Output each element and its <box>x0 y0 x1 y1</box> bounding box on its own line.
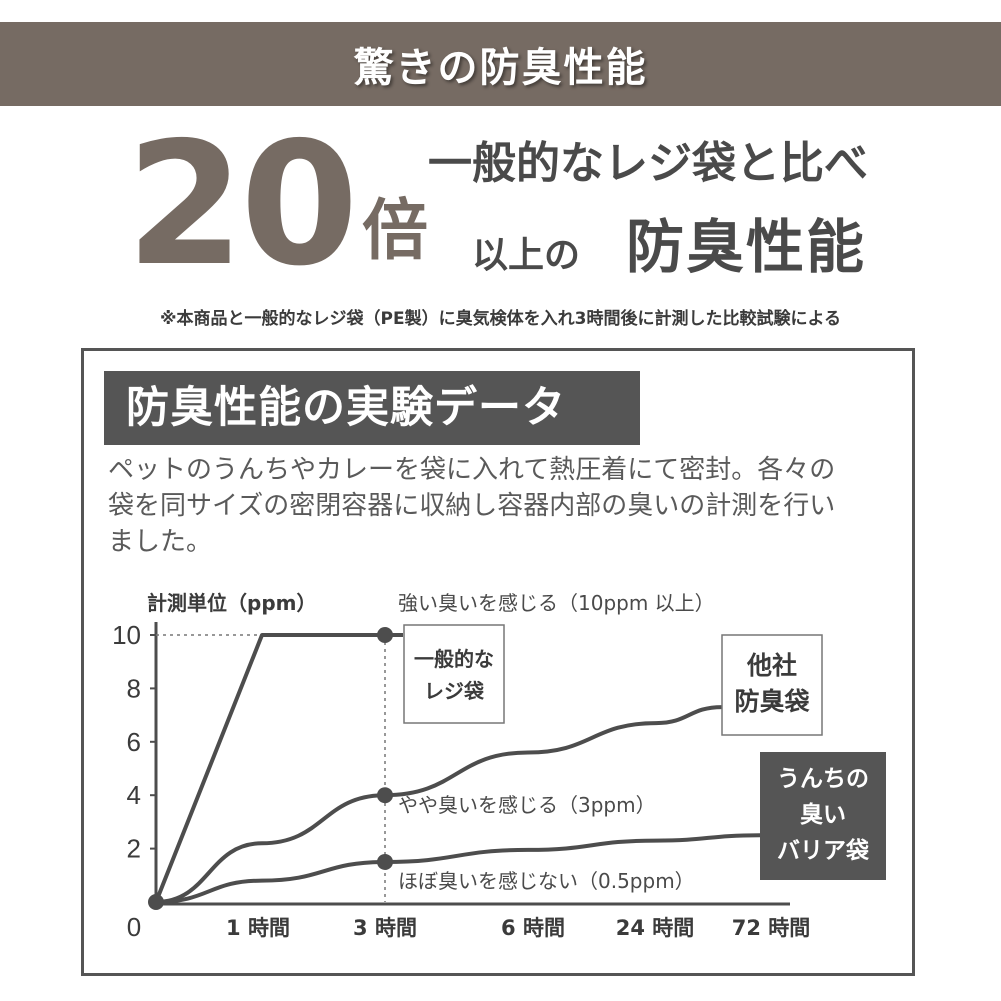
title-banner: 驚きの防臭性能 <box>0 22 1001 106</box>
footnote: ※本商品と一般的なレジ袋（PE製）に臭気検体を入れ3時間後に計測した比較試験によ… <box>160 309 841 329</box>
x-tick-label: 72 時間 <box>732 916 811 940</box>
description-line: ました。 <box>108 527 213 557</box>
headline-number: 20 <box>126 106 359 304</box>
label-box-barrier-bag <box>760 752 886 880</box>
panel-title: 防臭性能の実験データ <box>104 371 640 445</box>
data-point <box>377 627 393 643</box>
data-point <box>377 787 393 804</box>
series-line-0 <box>154 633 403 903</box>
data-point <box>148 894 164 910</box>
series-label-plastic-bag: 一般的な <box>414 647 494 671</box>
series-line-2 <box>155 833 761 904</box>
y-tick-label: 6 <box>127 727 141 757</box>
description-line: 袋を同サイズの密閉容器に収納し容器内部の臭いの計測を行い <box>108 491 836 521</box>
description-line: ペットのうんちやカレーを袋に入れて熱圧着にて密封。各々の <box>108 455 836 485</box>
label-box-competitor-bag <box>721 634 823 736</box>
series-label-competitor-bag: 防臭袋 <box>734 687 810 716</box>
label-box-plastic-bag <box>403 624 505 724</box>
series-label-barrier-bag: うんちの <box>777 766 869 792</box>
x-tick-label: 0 <box>127 912 141 942</box>
x-tick-label: 24 時間 <box>616 916 695 940</box>
panel-description: ペットのうんちやカレーを袋に入れて熱圧着にて密封。各々の 袋を同サイズの密閉容器… <box>108 452 908 560</box>
x-tick-label: 6 時間 <box>501 916 565 940</box>
y-tick-label: 10 <box>112 620 141 650</box>
y-axis-label: 計測単位（ppm） <box>147 591 316 615</box>
level-annotation: ほぼ臭いを感じない（0.5ppm） <box>398 869 695 893</box>
series-line-1 <box>155 705 723 904</box>
data-point <box>377 853 393 870</box>
y-tick-label: 8 <box>127 673 141 703</box>
series-label-barrier-bag: 臭い <box>800 802 846 828</box>
x-tick-label: 1 時間 <box>226 916 290 940</box>
series-label-plastic-bag: レジ袋 <box>424 679 485 703</box>
headline-unit: 倍 <box>362 192 428 269</box>
level-annotation: やや臭いを感じる（3ppm） <box>398 793 656 817</box>
experiment-panel <box>81 348 915 976</box>
headline-comparison: 一般的なレジ袋と比べ <box>428 138 868 189</box>
y-tick-label: 4 <box>127 780 141 810</box>
series-label-barrier-bag: バリア袋 <box>777 837 870 864</box>
x-tick-label: 3 時間 <box>353 916 417 940</box>
banner-title: 驚きの防臭性能 <box>353 45 648 91</box>
y-tick-label: 2 <box>127 834 141 864</box>
level-annotation: 強い臭いを感じる（10ppm 以上） <box>398 591 715 615</box>
headline-performance: 防臭性能 <box>626 213 867 281</box>
series-label-competitor-bag: 他社 <box>746 651 797 680</box>
headline-suffix: 以上の <box>472 235 581 276</box>
